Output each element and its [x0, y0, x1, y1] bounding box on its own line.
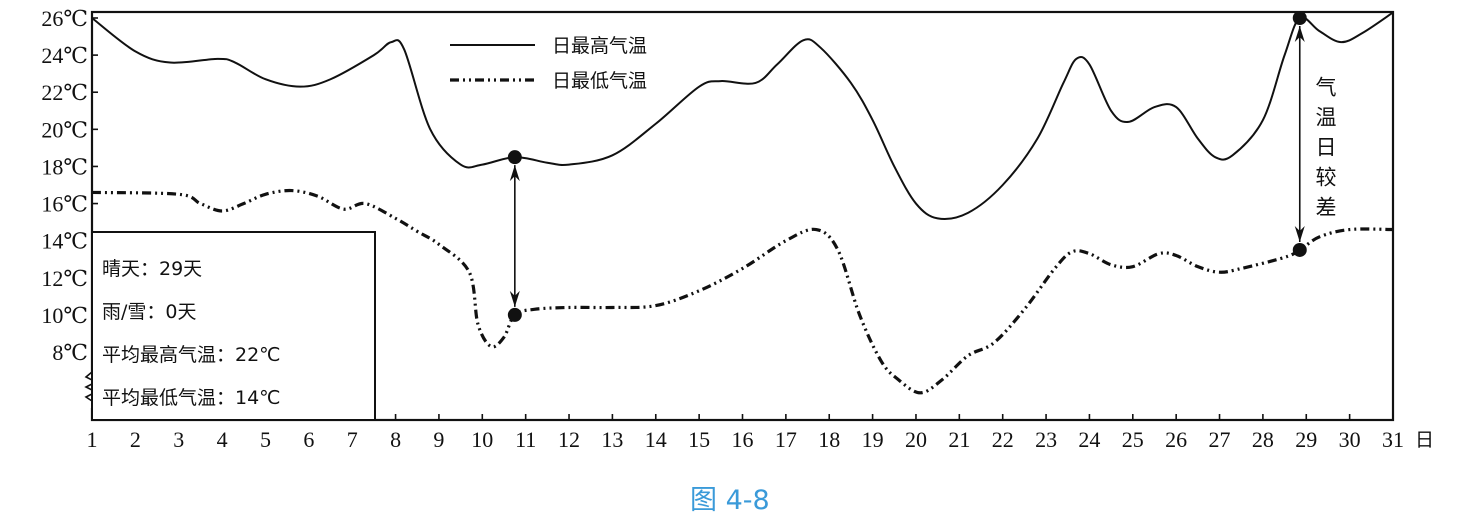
y-tick-label: 20℃	[41, 117, 88, 142]
legend-label: 日最低气温	[552, 70, 647, 92]
arrow-head-up-icon	[1294, 26, 1305, 42]
x-tick-label: 28	[1252, 427, 1274, 452]
legend-label: 日最高气温	[552, 35, 647, 57]
stats-line: 平均最低气温：14℃	[102, 387, 281, 409]
x-tick-label: 1	[87, 427, 98, 452]
data-point-marker	[507, 307, 522, 322]
x-tick-label: 9	[433, 427, 444, 452]
x-tick-label: 2	[130, 427, 141, 452]
x-tick-label: 20	[905, 427, 927, 452]
data-point-marker	[1292, 11, 1307, 25]
diurnal-range-annotation: 气温日较差	[1313, 76, 1337, 226]
arrow-head-up-icon	[509, 165, 520, 182]
x-tick-label: 21	[948, 427, 970, 452]
x-tick-label: 19	[862, 427, 884, 452]
x-tick-label: 31	[1382, 427, 1404, 452]
x-tick-label: 27	[1209, 427, 1231, 452]
x-tick-label: 30	[1339, 427, 1361, 452]
daily-high-line	[91, 11, 1394, 220]
x-tick-label: 23	[1035, 427, 1057, 452]
x-tick-label: 15	[688, 427, 710, 452]
x-tick-label: 13	[601, 427, 623, 452]
stats-line: 晴天：29天	[102, 258, 202, 280]
y-tick-label: 26℃	[41, 6, 88, 31]
x-tick-label: 16	[732, 427, 754, 452]
y-tick-label: 16℃	[41, 192, 88, 217]
x-tick-label: 29	[1295, 427, 1317, 452]
x-tick-label: 6	[303, 427, 314, 452]
figure-caption: 图 4-8	[690, 485, 770, 516]
data-point-marker	[1292, 242, 1307, 257]
x-tick-label: 24	[1078, 427, 1100, 452]
x-tick-label: 7	[347, 427, 358, 452]
x-tick-label: 5	[260, 427, 271, 452]
y-tick-label: 14℃	[41, 229, 88, 254]
arrow-head-down-icon	[509, 290, 520, 307]
stats-box	[91, 231, 376, 421]
x-axis-unit: 日	[1415, 429, 1434, 451]
x-tick-label: 3	[173, 427, 184, 452]
x-tick-label: 4	[217, 427, 228, 452]
daily-low-line	[91, 188, 1394, 395]
arrow-head-down-icon	[1294, 225, 1305, 242]
y-tick-label: 8℃	[52, 340, 88, 365]
x-tick-label: 17	[775, 427, 797, 452]
x-tick-label: 8	[390, 427, 401, 452]
data-point-marker	[507, 150, 522, 165]
y-tick-label: 18℃	[41, 154, 88, 179]
x-tick-label: 22	[992, 427, 1014, 452]
x-tick-label: 26	[1165, 427, 1187, 452]
stats-line: 平均最高气温：22℃	[102, 344, 281, 366]
x-tick-label: 25	[1122, 427, 1144, 452]
y-tick-label: 24℃	[41, 43, 88, 68]
y-tick-label: 12℃	[41, 266, 88, 291]
stats-line: 雨/雪：0天	[102, 301, 197, 323]
x-tick-label: 11	[515, 427, 536, 452]
x-tick-label: 12	[558, 427, 580, 452]
y-tick-label: 10℃	[41, 303, 88, 328]
x-tick-label: 18	[818, 427, 840, 452]
x-tick-label: 14	[645, 427, 667, 452]
y-tick-label: 22℃	[41, 80, 88, 105]
x-tick-label: 10	[471, 427, 493, 452]
